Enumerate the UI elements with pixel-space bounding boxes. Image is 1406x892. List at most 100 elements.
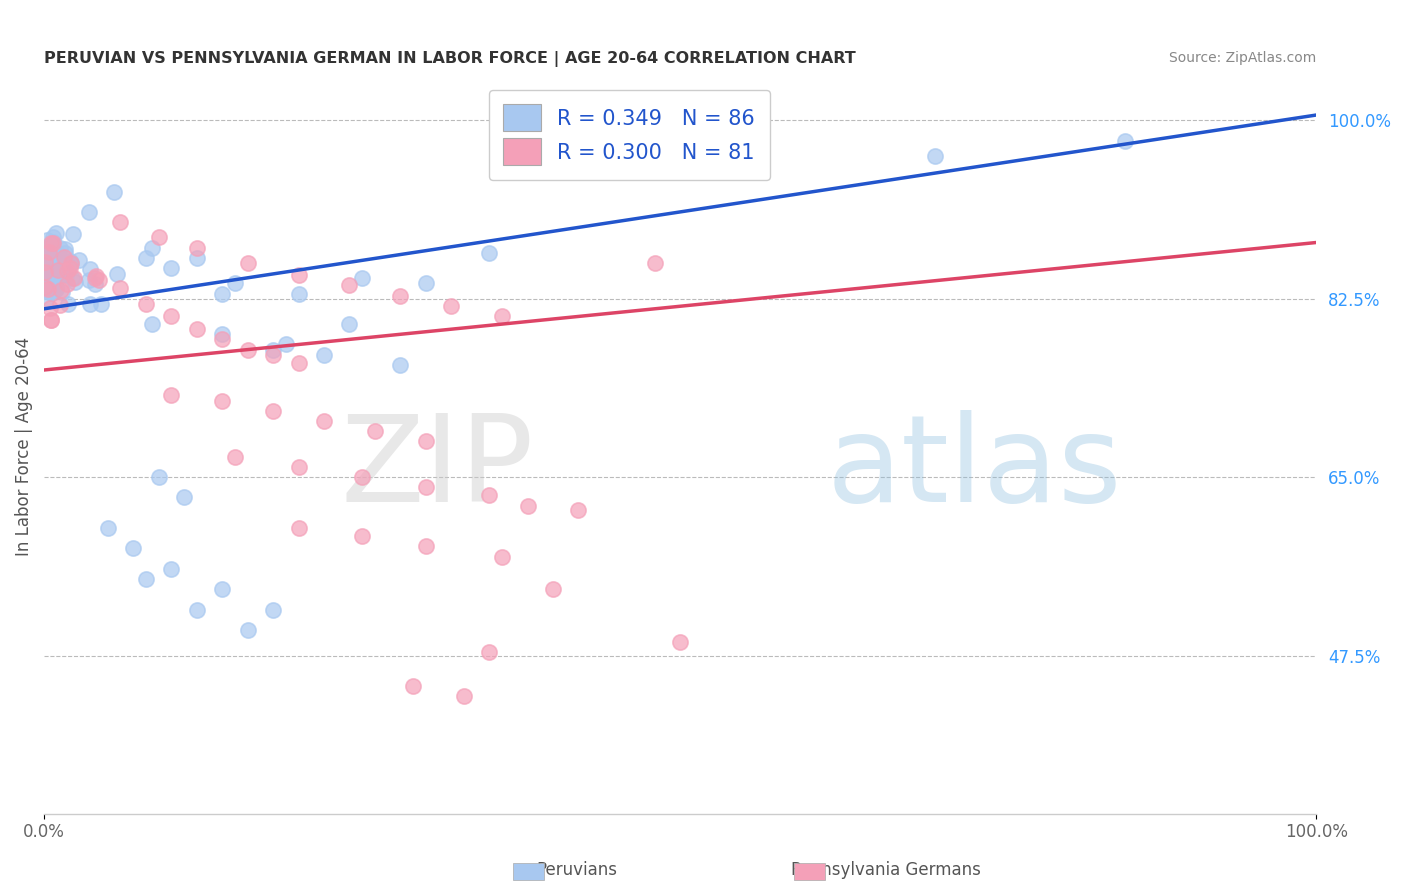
Point xyxy=(211,332,233,346)
Point xyxy=(44,258,66,272)
Text: PERUVIAN VS PENNSYLVANIA GERMAN IN LABOR FORCE | AGE 20-64 CORRELATION CHART: PERUVIAN VS PENNSYLVANIA GERMAN IN LABOR… xyxy=(44,51,856,67)
Point xyxy=(58,296,80,310)
Point xyxy=(34,292,56,306)
Point xyxy=(262,348,284,362)
Point xyxy=(55,268,77,283)
Point xyxy=(415,480,437,494)
Point xyxy=(37,240,59,254)
Point xyxy=(34,257,56,271)
Point xyxy=(122,541,145,556)
Point xyxy=(211,327,233,342)
Point xyxy=(59,256,82,270)
Point xyxy=(77,205,100,219)
Point xyxy=(42,251,65,265)
Point xyxy=(39,235,62,250)
Point xyxy=(44,283,66,297)
Point xyxy=(105,268,128,282)
Point xyxy=(103,185,125,199)
Point xyxy=(51,283,73,297)
Point xyxy=(236,623,259,637)
Point xyxy=(453,690,475,704)
Point xyxy=(52,250,75,264)
Point xyxy=(56,277,79,291)
Point xyxy=(312,414,335,428)
Point xyxy=(141,317,163,331)
Point xyxy=(39,238,62,252)
Point xyxy=(60,271,83,285)
Legend: R = 0.349   N = 86, R = 0.300   N = 81: R = 0.349 N = 86, R = 0.300 N = 81 xyxy=(489,90,770,180)
Point xyxy=(34,279,56,293)
Point xyxy=(79,296,101,310)
Point xyxy=(236,343,259,357)
Point xyxy=(48,262,70,277)
Point xyxy=(478,645,501,659)
Point xyxy=(37,282,59,296)
Point xyxy=(236,256,259,270)
Point xyxy=(42,275,65,289)
Point xyxy=(52,268,75,282)
Point xyxy=(141,241,163,255)
Point xyxy=(389,288,412,302)
Point xyxy=(148,470,170,484)
Point xyxy=(58,260,80,275)
Point xyxy=(478,245,501,260)
Point xyxy=(567,502,589,516)
Point xyxy=(224,277,246,291)
Point xyxy=(45,281,67,295)
Point xyxy=(39,282,62,296)
Point xyxy=(516,499,538,513)
Point xyxy=(45,282,67,296)
Text: ZIP: ZIP xyxy=(340,410,534,527)
Point xyxy=(478,488,501,502)
Point xyxy=(287,459,309,474)
Point xyxy=(135,296,157,310)
Point xyxy=(541,582,564,597)
Point xyxy=(39,313,62,327)
Point xyxy=(312,348,335,362)
Point xyxy=(644,256,666,270)
Point xyxy=(46,269,69,284)
Point xyxy=(53,242,76,256)
Text: Source: ZipAtlas.com: Source: ZipAtlas.com xyxy=(1168,51,1316,64)
Point xyxy=(287,268,309,282)
Point xyxy=(84,271,107,285)
Point xyxy=(45,226,67,240)
Point xyxy=(389,358,412,372)
Point xyxy=(135,572,157,586)
Point xyxy=(339,278,361,293)
Point xyxy=(45,263,67,277)
Point xyxy=(51,285,73,300)
Point xyxy=(63,275,86,289)
Point xyxy=(44,260,66,274)
Point xyxy=(49,241,72,255)
Point xyxy=(669,635,692,649)
Point xyxy=(160,562,183,576)
Point xyxy=(186,241,208,255)
Point xyxy=(402,679,425,693)
Point xyxy=(364,424,387,438)
Point xyxy=(46,254,69,268)
Point xyxy=(160,260,183,275)
Point xyxy=(42,230,65,244)
Point xyxy=(34,266,56,280)
Point xyxy=(211,393,233,408)
Point xyxy=(287,286,309,301)
Point xyxy=(287,356,309,370)
Point xyxy=(79,261,101,276)
Point xyxy=(415,277,437,291)
Text: Pennsylvania Germans: Pennsylvania Germans xyxy=(790,861,981,879)
Point xyxy=(262,602,284,616)
Point xyxy=(224,450,246,464)
Point xyxy=(110,215,132,229)
Text: Peruvians: Peruvians xyxy=(536,861,617,879)
Point xyxy=(38,249,60,263)
Point xyxy=(42,235,65,249)
Point xyxy=(41,286,63,301)
Point xyxy=(84,277,107,291)
Point xyxy=(44,248,66,262)
Point xyxy=(62,227,84,241)
Point xyxy=(45,250,67,264)
Point xyxy=(59,256,82,270)
Point xyxy=(35,233,58,247)
Point xyxy=(415,540,437,554)
